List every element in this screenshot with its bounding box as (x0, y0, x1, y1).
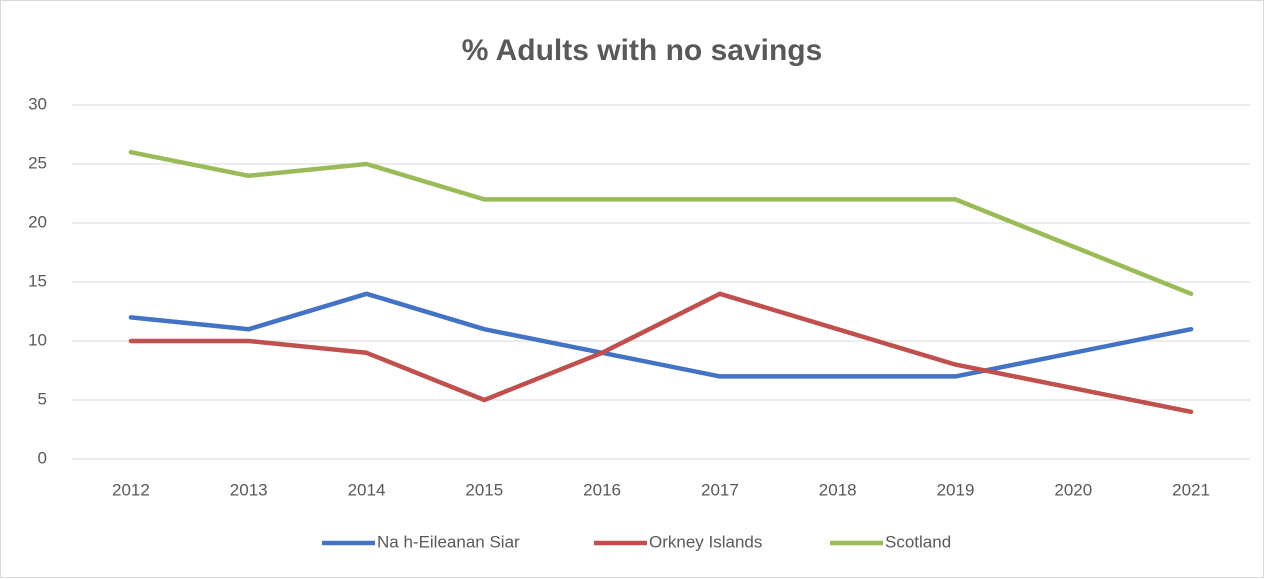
x-tick-label: 2012 (112, 480, 150, 499)
x-tick-label: 2016 (583, 480, 621, 499)
x-tick-label: 2014 (348, 480, 386, 499)
x-tick-label: 2018 (819, 480, 857, 499)
legend-label: Scotland (885, 532, 951, 551)
series-line (128, 291, 1194, 379)
y-tick-label: 15 (28, 271, 47, 290)
legend-label: Orkney Islands (649, 532, 762, 551)
chart-title: % Adults with no savings (462, 34, 823, 67)
y-tick-label: 0 (38, 448, 47, 467)
legend-label: Na h-Eileanan Siar (377, 532, 520, 551)
y-tick-label: 20 (28, 212, 47, 231)
series-line (128, 149, 1194, 297)
x-tick-label: 2020 (1054, 480, 1092, 499)
y-tick-label: 25 (28, 153, 47, 172)
x-tick-label: 2015 (465, 480, 503, 499)
y-tick-label: 5 (38, 389, 47, 408)
x-tick-label: 2013 (230, 480, 268, 499)
y-tick-label: 30 (28, 94, 47, 113)
y-tick-label: 10 (28, 330, 47, 349)
x-tick-label: 2017 (701, 480, 739, 499)
x-tick-label: 2019 (937, 480, 975, 499)
x-tick-label: 2021 (1172, 480, 1210, 499)
series-line (128, 291, 1194, 415)
